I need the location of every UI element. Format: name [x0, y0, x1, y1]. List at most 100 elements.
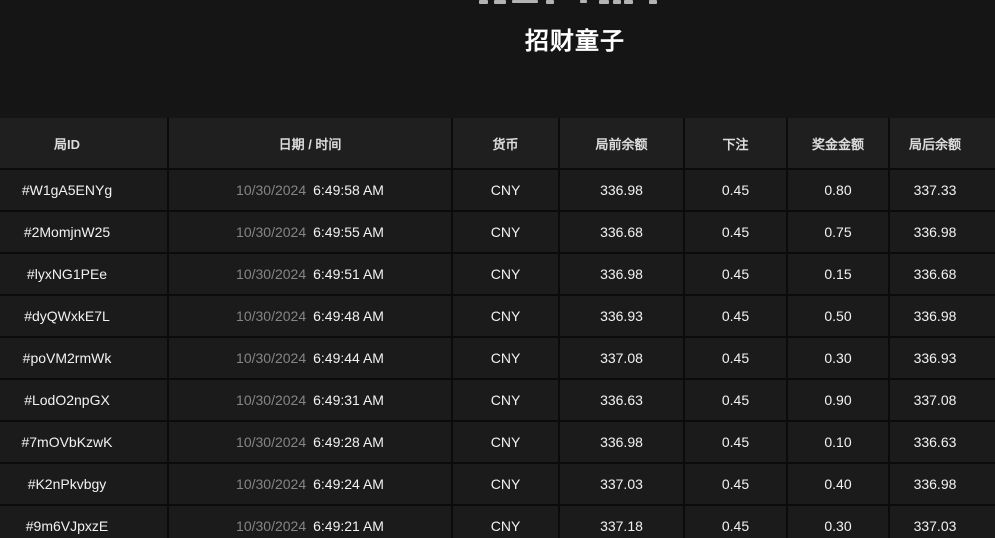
balance-after-cell: 337.08: [888, 378, 995, 420]
clipped-glyph-fragment: [494, 0, 506, 4]
col-header-bet: 下注: [683, 118, 786, 168]
table-body: #W1gA5ENYg 10/30/2024 6:49:58 AM CNY 336.…: [0, 168, 995, 538]
date-text: 10/30/2024: [236, 350, 307, 366]
table-header: 局ID 日期 / 时间 货币 局前余额 下注 奖金金额 局后余额: [0, 118, 995, 168]
col-header-bonus: 奖金金额: [786, 118, 888, 168]
clipped-glyph-fragment: [546, 0, 554, 4]
round-id-cell: #7mOVbKzwK: [0, 420, 167, 462]
bet-cell: 0.45: [683, 420, 786, 462]
page-title: 招财童子: [525, 28, 625, 55]
balance-after-cell: 336.63: [888, 420, 995, 462]
table-row: #W1gA5ENYg 10/30/2024 6:49:58 AM CNY 336.…: [0, 168, 995, 210]
round-id-cell: #K2nPkvbgy: [0, 462, 167, 504]
col-header-datetime: 日期 / 时间: [167, 118, 451, 168]
clipped-glyph-fragment: [624, 0, 633, 4]
clipped-glyph-fragment: [512, 0, 538, 3]
col-header-round-id: 局ID: [0, 118, 167, 168]
round-id-cell: #lyxNG1PEe: [0, 252, 167, 294]
bet-cell: 0.45: [683, 168, 786, 210]
table-row: #poVM2rmWk 10/30/2024 6:49:44 AM CNY 337.…: [0, 336, 995, 378]
balance-after-cell: 337.33: [888, 168, 995, 210]
currency-cell: CNY: [451, 168, 558, 210]
bonus-cell: 0.30: [786, 336, 888, 378]
datetime-cell: 10/30/2024 6:49:44 AM: [167, 336, 451, 378]
time-text: 6:49:48 AM: [313, 308, 384, 324]
table-row: #dyQWxkE7L 10/30/2024 6:49:48 AM CNY 336.…: [0, 294, 995, 336]
datetime-cell: 10/30/2024 6:49:48 AM: [167, 294, 451, 336]
table-row: #7mOVbKzwK 10/30/2024 6:49:28 AM CNY 336.…: [0, 420, 995, 462]
balance-before-cell: 336.93: [558, 294, 683, 336]
table-header-row: 局ID 日期 / 时间 货币 局前余额 下注 奖金金额 局后余额: [0, 118, 995, 168]
balance-after-cell: 336.93: [888, 336, 995, 378]
date-text: 10/30/2024: [236, 308, 307, 324]
clipped-glyph-fragment: [613, 0, 621, 4]
col-header-balance-before: 局前余额: [558, 118, 683, 168]
datetime-cell: 10/30/2024 6:49:24 AM: [167, 462, 451, 504]
datetime-cell: 10/30/2024 6:49:55 AM: [167, 210, 451, 252]
balance-before-cell: 337.03: [558, 462, 683, 504]
time-text: 6:49:31 AM: [313, 392, 384, 408]
balance-before-cell: 336.98: [558, 168, 683, 210]
time-text: 6:49:58 AM: [313, 182, 384, 198]
currency-cell: CNY: [451, 252, 558, 294]
date-text: 10/30/2024: [236, 434, 307, 450]
balance-after-cell: 336.98: [888, 210, 995, 252]
col-header-balance-after: 局后余额: [888, 118, 995, 168]
date-text: 10/30/2024: [236, 182, 307, 198]
bet-cell: 0.45: [683, 210, 786, 252]
date-text: 10/30/2024: [236, 224, 307, 240]
date-text: 10/30/2024: [236, 392, 307, 408]
currency-cell: CNY: [451, 462, 558, 504]
balance-before-cell: 336.68: [558, 210, 683, 252]
currency-cell: CNY: [451, 210, 558, 252]
datetime-cell: 10/30/2024 6:49:31 AM: [167, 378, 451, 420]
bet-cell: 0.45: [683, 336, 786, 378]
table-row: #lyxNG1PEe 10/30/2024 6:49:51 AM CNY 336.…: [0, 252, 995, 294]
col-header-currency: 货币: [451, 118, 558, 168]
date-text: 10/30/2024: [236, 476, 307, 492]
round-id-cell: #LodO2npGX: [0, 378, 167, 420]
round-id-cell: #2MomjnW25: [0, 210, 167, 252]
datetime-cell: 10/30/2024 6:49:51 AM: [167, 252, 451, 294]
datetime-cell: 10/30/2024 6:49:58 AM: [167, 168, 451, 210]
table-row: #2MomjnW25 10/30/2024 6:49:55 AM CNY 336.…: [0, 210, 995, 252]
balance-before-cell: 337.08: [558, 336, 683, 378]
time-text: 6:49:51 AM: [313, 266, 384, 282]
currency-cell: CNY: [451, 378, 558, 420]
bonus-cell: 0.10: [786, 420, 888, 462]
balance-before-cell: 336.63: [558, 378, 683, 420]
clipped-glyph-fragment: [479, 0, 488, 4]
time-text: 6:49:55 AM: [313, 224, 384, 240]
bet-cell: 0.45: [683, 294, 786, 336]
datetime-cell: 10/30/2024 6:49:28 AM: [167, 420, 451, 462]
bonus-cell: 0.80: [786, 168, 888, 210]
bet-cell: 0.45: [683, 462, 786, 504]
date-text: 10/30/2024: [236, 266, 307, 282]
balance-after-cell: 336.98: [888, 462, 995, 504]
round-id-cell: #dyQWxkE7L: [0, 294, 167, 336]
bonus-cell: 0.15: [786, 252, 888, 294]
balance-after-cell: 336.98: [888, 294, 995, 336]
clipped-glyph-fragment: [649, 0, 657, 4]
bonus-cell: 0.75: [786, 210, 888, 252]
currency-cell: CNY: [451, 420, 558, 462]
bonus-cell: 0.90: [786, 378, 888, 420]
currency-cell: CNY: [451, 336, 558, 378]
time-text: 6:49:44 AM: [313, 350, 384, 366]
round-id-cell: #9m6VJpxzE: [0, 504, 167, 538]
table-row: #K2nPkvbgy 10/30/2024 6:49:24 AM CNY 337.…: [0, 462, 995, 504]
balance-after-cell: 337.03: [888, 504, 995, 538]
clipped-glyph-fragment: [580, 0, 587, 3]
time-text: 6:49:28 AM: [313, 434, 384, 450]
currency-cell: CNY: [451, 294, 558, 336]
round-id-cell: #W1gA5ENYg: [0, 168, 167, 210]
table-row: #9m6VJpxzE 10/30/2024 6:49:21 AM CNY 337.…: [0, 504, 995, 538]
bet-cell: 0.45: [683, 252, 786, 294]
bonus-cell: 0.40: [786, 462, 888, 504]
clipped-glyph-fragment: [599, 0, 609, 4]
clipped-header-text: [0, 0, 995, 6]
date-text: 10/30/2024: [236, 518, 307, 534]
datetime-cell: 10/30/2024 6:49:21 AM: [167, 504, 451, 538]
time-text: 6:49:24 AM: [313, 476, 384, 492]
